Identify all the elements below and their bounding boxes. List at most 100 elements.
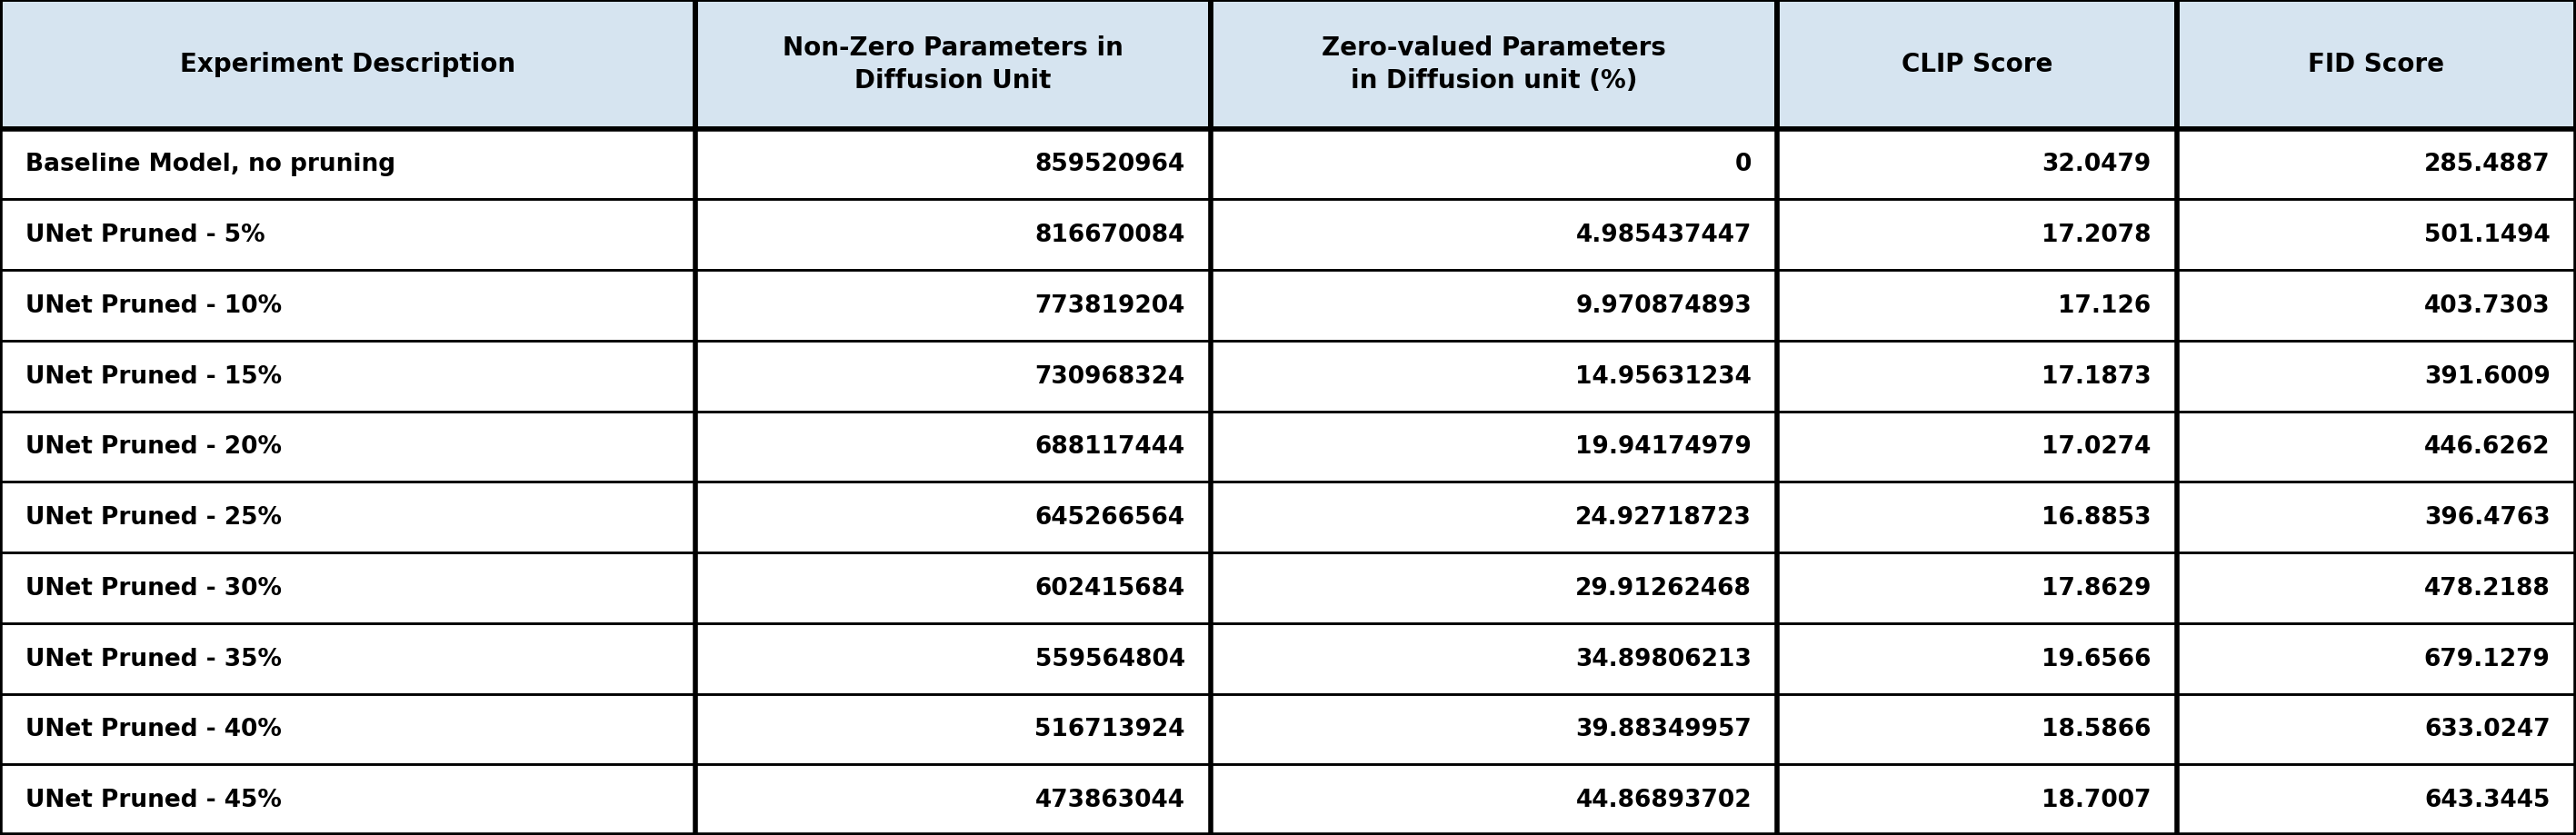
Bar — [2177, 200, 2576, 271]
Text: 285.4887: 285.4887 — [2424, 153, 2550, 176]
Bar — [1777, 623, 2177, 694]
Text: 403.7303: 403.7303 — [2424, 294, 2550, 317]
Text: 17.2078: 17.2078 — [2040, 224, 2151, 247]
Text: 4.985437447: 4.985437447 — [1577, 224, 1752, 247]
Bar — [1777, 129, 2177, 200]
Text: 14.95631234: 14.95631234 — [1577, 365, 1752, 388]
Bar — [1211, 129, 1777, 200]
Bar — [1211, 553, 1777, 623]
Text: 16.8853: 16.8853 — [2040, 506, 2151, 529]
Text: 679.1279: 679.1279 — [2424, 647, 2550, 671]
Text: UNet Pruned - 30%: UNet Pruned - 30% — [26, 576, 283, 600]
Bar — [2177, 553, 2576, 623]
Bar — [0, 412, 696, 482]
Text: 17.0274: 17.0274 — [2043, 435, 2151, 458]
Bar — [696, 341, 1211, 412]
Text: 816670084: 816670084 — [1036, 224, 1185, 247]
Bar — [696, 623, 1211, 694]
Text: 24.92718723: 24.92718723 — [1577, 506, 1752, 529]
Text: 688117444: 688117444 — [1036, 435, 1185, 458]
Bar — [1211, 0, 1777, 129]
Bar — [0, 200, 696, 271]
Text: 446.6262: 446.6262 — [2424, 435, 2550, 458]
Text: 19.6566: 19.6566 — [2040, 647, 2151, 671]
Bar — [1211, 341, 1777, 412]
Text: Zero-valued Parameters
in Diffusion unit (%): Zero-valued Parameters in Diffusion unit… — [1321, 36, 1667, 94]
Bar — [1211, 765, 1777, 835]
Bar — [696, 200, 1211, 271]
Bar — [0, 553, 696, 623]
Bar — [1777, 482, 2177, 553]
Text: 501.1494: 501.1494 — [2424, 224, 2550, 247]
Bar — [696, 553, 1211, 623]
Text: UNet Pruned - 40%: UNet Pruned - 40% — [26, 717, 281, 741]
Bar — [0, 0, 696, 129]
Text: 859520964: 859520964 — [1036, 153, 1185, 176]
Bar — [1211, 623, 1777, 694]
Text: 478.2188: 478.2188 — [2424, 576, 2550, 600]
Text: UNet Pruned - 15%: UNet Pruned - 15% — [26, 365, 283, 388]
Text: 391.6009: 391.6009 — [2424, 365, 2550, 388]
Text: 0: 0 — [1736, 153, 1752, 176]
Bar — [1777, 271, 2177, 341]
Text: UNet Pruned - 10%: UNet Pruned - 10% — [26, 294, 283, 317]
Bar — [696, 271, 1211, 341]
Bar — [696, 0, 1211, 129]
Text: UNet Pruned - 25%: UNet Pruned - 25% — [26, 506, 283, 529]
Text: 396.4763: 396.4763 — [2424, 506, 2550, 529]
Bar — [1777, 553, 2177, 623]
Text: 773819204: 773819204 — [1036, 294, 1185, 317]
Text: 18.5866: 18.5866 — [2040, 717, 2151, 741]
Text: 559564804: 559564804 — [1036, 647, 1185, 671]
Bar — [0, 765, 696, 835]
Text: 730968324: 730968324 — [1036, 365, 1185, 388]
Text: 633.0247: 633.0247 — [2424, 717, 2550, 741]
Bar — [0, 129, 696, 200]
Text: 516713924: 516713924 — [1036, 717, 1185, 741]
Bar — [1211, 694, 1777, 765]
Text: Experiment Description: Experiment Description — [180, 52, 515, 78]
Bar — [1777, 765, 2177, 835]
Bar — [2177, 694, 2576, 765]
Bar — [2177, 412, 2576, 482]
Text: 17.1873: 17.1873 — [2040, 365, 2151, 388]
Bar — [1777, 341, 2177, 412]
Text: 17.126: 17.126 — [2058, 294, 2151, 317]
Bar — [696, 412, 1211, 482]
Bar — [1211, 200, 1777, 271]
Text: 29.91262468: 29.91262468 — [1577, 576, 1752, 600]
Bar — [2177, 0, 2576, 129]
Text: 19.94174979: 19.94174979 — [1577, 435, 1752, 458]
Text: 9.970874893: 9.970874893 — [1577, 294, 1752, 317]
Bar — [0, 482, 696, 553]
Bar — [1777, 412, 2177, 482]
Text: 602415684: 602415684 — [1036, 576, 1185, 600]
Bar — [1211, 271, 1777, 341]
Bar — [2177, 271, 2576, 341]
Text: UNet Pruned - 5%: UNet Pruned - 5% — [26, 224, 265, 247]
Text: Non-Zero Parameters in
Diffusion Unit: Non-Zero Parameters in Diffusion Unit — [783, 36, 1123, 94]
Bar — [0, 623, 696, 694]
Text: Baseline Model, no pruning: Baseline Model, no pruning — [26, 153, 397, 176]
Text: UNet Pruned - 35%: UNet Pruned - 35% — [26, 647, 283, 671]
Bar — [696, 765, 1211, 835]
Bar — [1211, 412, 1777, 482]
Text: 643.3445: 643.3445 — [2424, 788, 2550, 812]
Bar — [1777, 694, 2177, 765]
Bar — [696, 694, 1211, 765]
Bar — [2177, 129, 2576, 200]
Text: FID Score: FID Score — [2308, 52, 2445, 78]
Bar — [0, 271, 696, 341]
Bar — [0, 341, 696, 412]
Bar — [2177, 341, 2576, 412]
Bar — [0, 694, 696, 765]
Text: 17.8629: 17.8629 — [2040, 576, 2151, 600]
Bar — [2177, 482, 2576, 553]
Bar — [2177, 765, 2576, 835]
Bar — [1211, 482, 1777, 553]
Bar — [696, 482, 1211, 553]
Text: 34.89806213: 34.89806213 — [1577, 647, 1752, 671]
Bar — [2177, 623, 2576, 694]
Text: 473863044: 473863044 — [1036, 788, 1185, 812]
Text: 645266564: 645266564 — [1036, 506, 1185, 529]
